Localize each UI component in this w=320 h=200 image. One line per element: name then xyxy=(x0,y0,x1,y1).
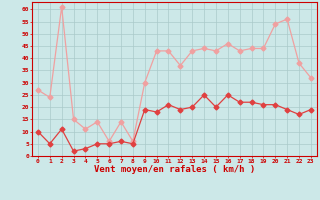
X-axis label: Vent moyen/en rafales ( km/h ): Vent moyen/en rafales ( km/h ) xyxy=(94,165,255,174)
